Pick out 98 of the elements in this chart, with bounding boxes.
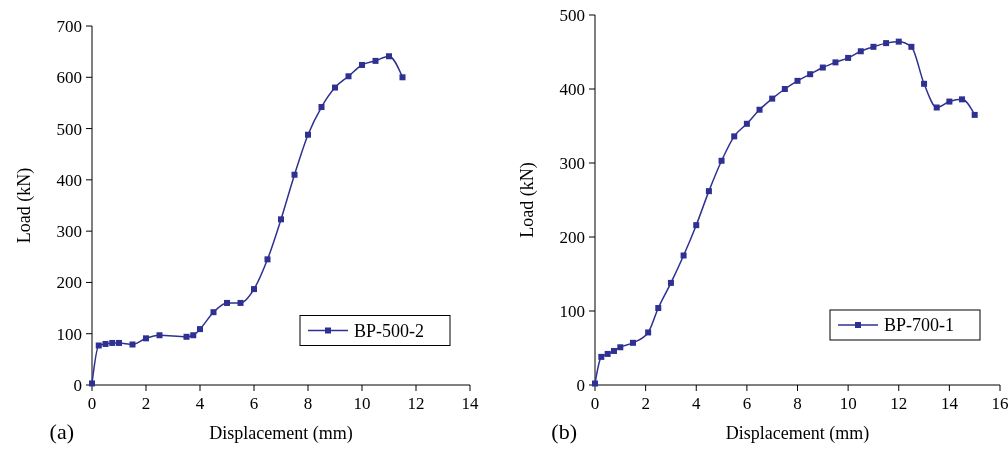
point (116, 339, 122, 346)
y-tick-label: 400 (559, 79, 585, 99)
point (718, 157, 725, 164)
point (959, 96, 966, 103)
point (399, 74, 406, 81)
point (908, 43, 915, 50)
y-tick-label: 100 (56, 324, 82, 344)
point (109, 339, 116, 346)
y-tick-label: 400 (56, 170, 82, 190)
x-tick-label: 2 (641, 394, 650, 413)
point (224, 299, 230, 306)
point (857, 48, 864, 55)
point (156, 332, 163, 339)
point (318, 104, 325, 111)
point (946, 98, 953, 105)
x-tick-label: 14 (940, 394, 959, 413)
y-tick-label: 200 (559, 227, 585, 247)
point (731, 133, 738, 140)
x-tick-label: 10 (353, 394, 371, 413)
y-axis-title: Load (kN) (517, 162, 538, 238)
point (102, 340, 109, 347)
x-tick-label: 6 (742, 394, 752, 413)
point (895, 38, 902, 45)
x-tick-label: 0 (590, 394, 600, 413)
y-tick-label: 700 (56, 16, 82, 36)
point (89, 380, 95, 387)
point (210, 309, 217, 316)
point (693, 222, 700, 229)
text: (a) (49, 419, 74, 444)
y-tick-label: 500 (56, 119, 82, 139)
point (610, 347, 617, 354)
x-axis-title: Displacement (mm) (725, 423, 870, 444)
point (592, 380, 598, 387)
point (667, 279, 674, 286)
point (129, 341, 136, 348)
point (95, 342, 102, 349)
point (781, 86, 788, 92)
x-tick-label: 12 (407, 394, 425, 413)
point (183, 333, 190, 340)
point (237, 299, 244, 306)
y-tick-label: 300 (559, 153, 585, 173)
point (845, 54, 852, 61)
y-tick-label: 300 (56, 222, 82, 242)
y-tick-label: 0 (73, 375, 82, 395)
y-tick-label: 500 (559, 5, 585, 25)
text: (b) (551, 419, 577, 444)
point (819, 64, 826, 71)
point (197, 326, 203, 333)
point (617, 344, 624, 351)
point (372, 57, 379, 64)
point (359, 61, 365, 68)
point (705, 188, 712, 195)
x-tick-label: 4 (195, 394, 205, 413)
x-tick-label: 12 (890, 394, 908, 413)
y-tick-label: 200 (56, 273, 82, 293)
point (870, 43, 877, 50)
point (680, 252, 687, 259)
point (629, 339, 636, 346)
legend-label: BP-500-2 (354, 320, 425, 341)
point (278, 216, 284, 223)
x-tick-label: 0 (87, 394, 97, 413)
point (345, 73, 352, 80)
x-tick-label: 8 (793, 394, 802, 413)
point (743, 120, 750, 127)
point (598, 353, 605, 360)
x-tick-label: 10 (839, 394, 857, 413)
x-tick-label: 14 (461, 394, 479, 413)
point (794, 77, 801, 84)
point (769, 95, 776, 102)
point (883, 40, 890, 47)
x-tick-label: 6 (249, 394, 259, 413)
point (655, 305, 662, 312)
point (251, 286, 257, 293)
y-tick-label: 0 (576, 375, 585, 395)
point (756, 106, 763, 113)
point (807, 71, 814, 78)
point (604, 350, 611, 357)
x-tick-label: 16 (991, 394, 1008, 413)
point (933, 104, 940, 111)
y-tick-label: 600 (56, 68, 82, 88)
point (305, 131, 311, 138)
point (921, 80, 928, 87)
point (971, 111, 978, 118)
point (143, 335, 149, 342)
legend-label: BP-700-1 (884, 315, 955, 336)
point (332, 84, 338, 91)
y-axis-title: Load (kN) (14, 167, 35, 244)
x-tick-label: 2 (141, 394, 151, 413)
x-tick-label: 4 (692, 394, 701, 413)
point (190, 332, 197, 339)
point (832, 59, 839, 66)
point (645, 329, 652, 336)
point (386, 53, 392, 60)
x-axis-title: Displacement (mm) (209, 423, 353, 444)
point (264, 256, 271, 263)
x-tick-label: 8 (303, 394, 313, 413)
point (291, 171, 298, 178)
y-tick-label: 100 (559, 301, 585, 321)
